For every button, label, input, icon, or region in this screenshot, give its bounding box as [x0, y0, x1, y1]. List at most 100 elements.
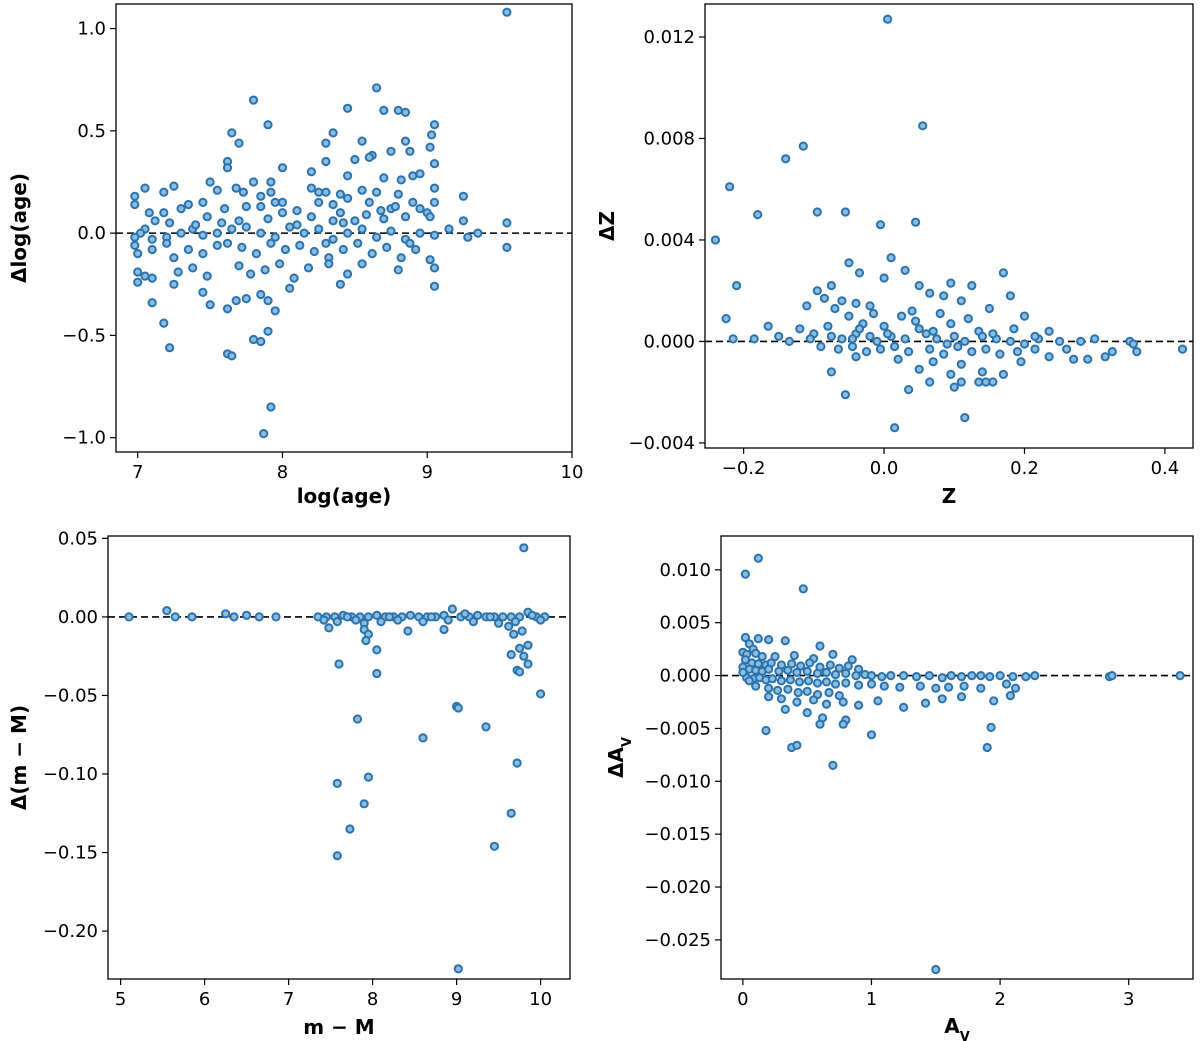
- scatter-point: [536, 615, 546, 625]
- y-tick-label: 0.000: [643, 331, 695, 352]
- scatter-point: [819, 293, 830, 303]
- scatter-point: [263, 296, 273, 306]
- scatter-point: [986, 722, 996, 733]
- scatter-point: [976, 683, 986, 693]
- scatter-point: [343, 228, 353, 238]
- scatter-point: [967, 281, 977, 291]
- scatter-point: [895, 682, 905, 692]
- scatter-point: [825, 660, 835, 670]
- x-tick-label: 0.4: [1151, 458, 1180, 479]
- scatter-point: [780, 636, 790, 646]
- scatter-point: [147, 234, 157, 244]
- scatter-point: [292, 206, 302, 216]
- scatter-point: [338, 218, 348, 228]
- scatter-point: [231, 296, 241, 306]
- scatter-point: [773, 685, 783, 696]
- scatter-point: [256, 336, 266, 347]
- x-tick-label: 10: [561, 462, 584, 483]
- scatter-point: [956, 296, 966, 306]
- y-tick-label: −0.005: [644, 718, 711, 739]
- scatter-point: [386, 146, 396, 156]
- scatter-point: [321, 156, 331, 167]
- scatter-point: [824, 687, 834, 698]
- scatter-point: [784, 336, 794, 346]
- scatter-point: [925, 344, 935, 354]
- scatter-point: [515, 667, 525, 677]
- scatter-point: [343, 193, 353, 203]
- scatter-point: [498, 612, 508, 622]
- scatter-point: [241, 201, 251, 212]
- scatter-point: [229, 612, 239, 622]
- scatter-point: [328, 234, 338, 244]
- scatter-point: [202, 212, 212, 222]
- scatter-point: [458, 191, 468, 201]
- scatter-point: [795, 324, 805, 334]
- scatter-point: [523, 640, 533, 650]
- x-tick-label: −0.2: [722, 458, 766, 479]
- scatter-point: [328, 216, 338, 226]
- scatter-point: [794, 677, 805, 687]
- scatter-point: [379, 173, 389, 183]
- scatter-point: [830, 679, 841, 689]
- scatter-point: [1021, 672, 1031, 682]
- scatter-point: [792, 697, 802, 707]
- scatter-point: [382, 242, 392, 252]
- scatter-point: [263, 120, 273, 130]
- scatter-point: [728, 334, 738, 344]
- scatter-point: [946, 278, 956, 288]
- scatter-point: [928, 357, 938, 367]
- scatter-point: [335, 189, 345, 199]
- scatter-point: [875, 344, 886, 354]
- scatter-point: [248, 95, 259, 105]
- scatter-point: [256, 191, 266, 201]
- scatter-point: [277, 197, 288, 207]
- scatter-point: [1132, 347, 1142, 357]
- scatter-point: [169, 253, 179, 263]
- scatter-point: [866, 730, 877, 740]
- scatter-point: [198, 287, 208, 297]
- scatter-point: [256, 228, 266, 238]
- scatter-point: [248, 334, 259, 345]
- scatter-point: [1010, 683, 1021, 693]
- scatter-point: [277, 163, 288, 173]
- scatter-point: [844, 311, 854, 321]
- x-axis-title: Z: [942, 484, 957, 508]
- scatter-point: [931, 683, 941, 693]
- scatter-point: [833, 344, 844, 354]
- scatter-point: [502, 7, 512, 17]
- scatter-point: [815, 641, 825, 651]
- scatter-point: [854, 324, 865, 334]
- scatter-point: [942, 339, 952, 349]
- scatter-point: [363, 612, 373, 622]
- scatter-point: [234, 216, 244, 226]
- scatter-point: [202, 271, 212, 281]
- scatter-point: [764, 664, 774, 674]
- scatter-point: [256, 289, 266, 300]
- scatter-point: [147, 273, 157, 283]
- scatter-point: [897, 311, 907, 321]
- scatter-point: [159, 187, 169, 197]
- scatter-point: [937, 694, 947, 704]
- scatter-point: [321, 138, 331, 148]
- scatter-point: [205, 300, 215, 310]
- scatter-point: [900, 265, 910, 275]
- scatter-point: [350, 154, 360, 165]
- y-axis-title: ΔZ: [595, 211, 619, 241]
- scatter-point: [805, 658, 815, 668]
- scatter-point: [977, 367, 988, 377]
- panel-2: −0.2 0.0 0.2 0.4 −0.004 0.000 0.004 0.008 0.012 Z…: [595, 3, 1194, 508]
- scatter-point: [510, 617, 521, 627]
- x-tick-label: 0.2: [1010, 458, 1039, 479]
- scatter-point: [188, 263, 198, 273]
- scatter-point: [928, 326, 938, 336]
- scatter-point: [494, 618, 504, 628]
- scatter-point: [400, 107, 411, 118]
- scatter-point: [1019, 339, 1030, 349]
- scatter-point: [830, 303, 840, 314]
- scatter-points: [130, 7, 512, 439]
- scatter-point: [920, 698, 931, 708]
- scatter-point: [351, 615, 361, 625]
- scatter-point: [798, 584, 808, 594]
- scatter-point: [350, 216, 360, 226]
- scatter-point: [802, 301, 812, 311]
